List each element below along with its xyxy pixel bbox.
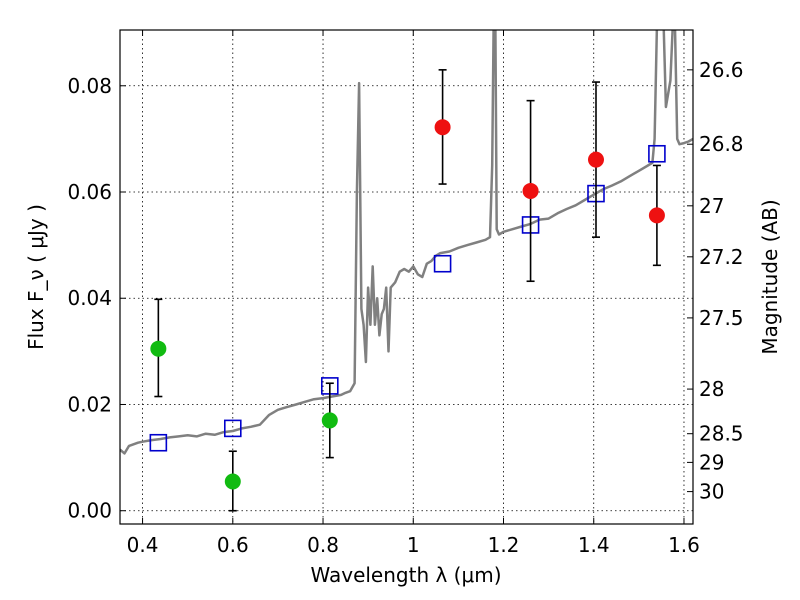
- plot-frame: [119, 29, 694, 525]
- x-tick-label: 1: [407, 533, 420, 557]
- model-square-point: [648, 144, 666, 163]
- measured-point: [648, 207, 665, 224]
- y-tick-label: 0.08: [67, 74, 112, 98]
- y-tick-label: 0.06: [67, 180, 112, 204]
- x-tick-label: 0.8: [307, 533, 339, 557]
- marker-layer: [149, 69, 666, 512]
- model-square-point: [433, 254, 452, 273]
- measured-point: [224, 473, 241, 490]
- y-axis-label: Flux F_ν ( μJy ): [24, 204, 48, 350]
- grid: [120, 30, 693, 524]
- spectrum-line: [120, 30, 693, 455]
- y2-tick-label: 29: [699, 450, 724, 474]
- x-tick-label: 0.6: [217, 533, 249, 557]
- measured-point: [321, 412, 338, 429]
- x-tick-label: 1.2: [488, 533, 520, 557]
- y-tick-label: 0.00: [67, 499, 112, 523]
- y2-tick-label: 26.8: [699, 132, 744, 156]
- measured-point: [522, 182, 539, 199]
- x-axis-label: Wavelength λ (μm): [310, 563, 501, 587]
- y2-tick-label: 28: [699, 377, 724, 401]
- measured-point: [587, 151, 604, 168]
- y2-tick-label: 26.6: [699, 58, 744, 82]
- y2-tick-label: 30: [699, 480, 724, 504]
- data-layer: [120, 30, 693, 455]
- y2-tick-label: 27.5: [699, 306, 744, 330]
- y2-tick-label: 27.2: [699, 245, 744, 269]
- model-square-point: [223, 419, 242, 438]
- measured-point: [434, 119, 451, 136]
- y-tick-label: 0.02: [67, 392, 112, 416]
- measured-point: [150, 340, 167, 357]
- axes: 0.4 0.6 0.8 1 1.2 1.4 1.6 0.00 0.02 0.04 0.06 0.08 2…: [67, 30, 744, 557]
- y2-axis-label: Magnitude (AB): [758, 199, 782, 354]
- x-tick-label: 1.4: [578, 533, 610, 557]
- model-square-point: [149, 433, 168, 452]
- x-tick-label: 0.4: [127, 533, 159, 557]
- y-tick-label: 0.04: [67, 286, 112, 310]
- y2-tick-label: 28.5: [699, 422, 744, 446]
- x-tick-label: 1.6: [668, 533, 700, 557]
- plot-area: [120, 30, 693, 524]
- y2-tick-label: 27: [699, 194, 724, 218]
